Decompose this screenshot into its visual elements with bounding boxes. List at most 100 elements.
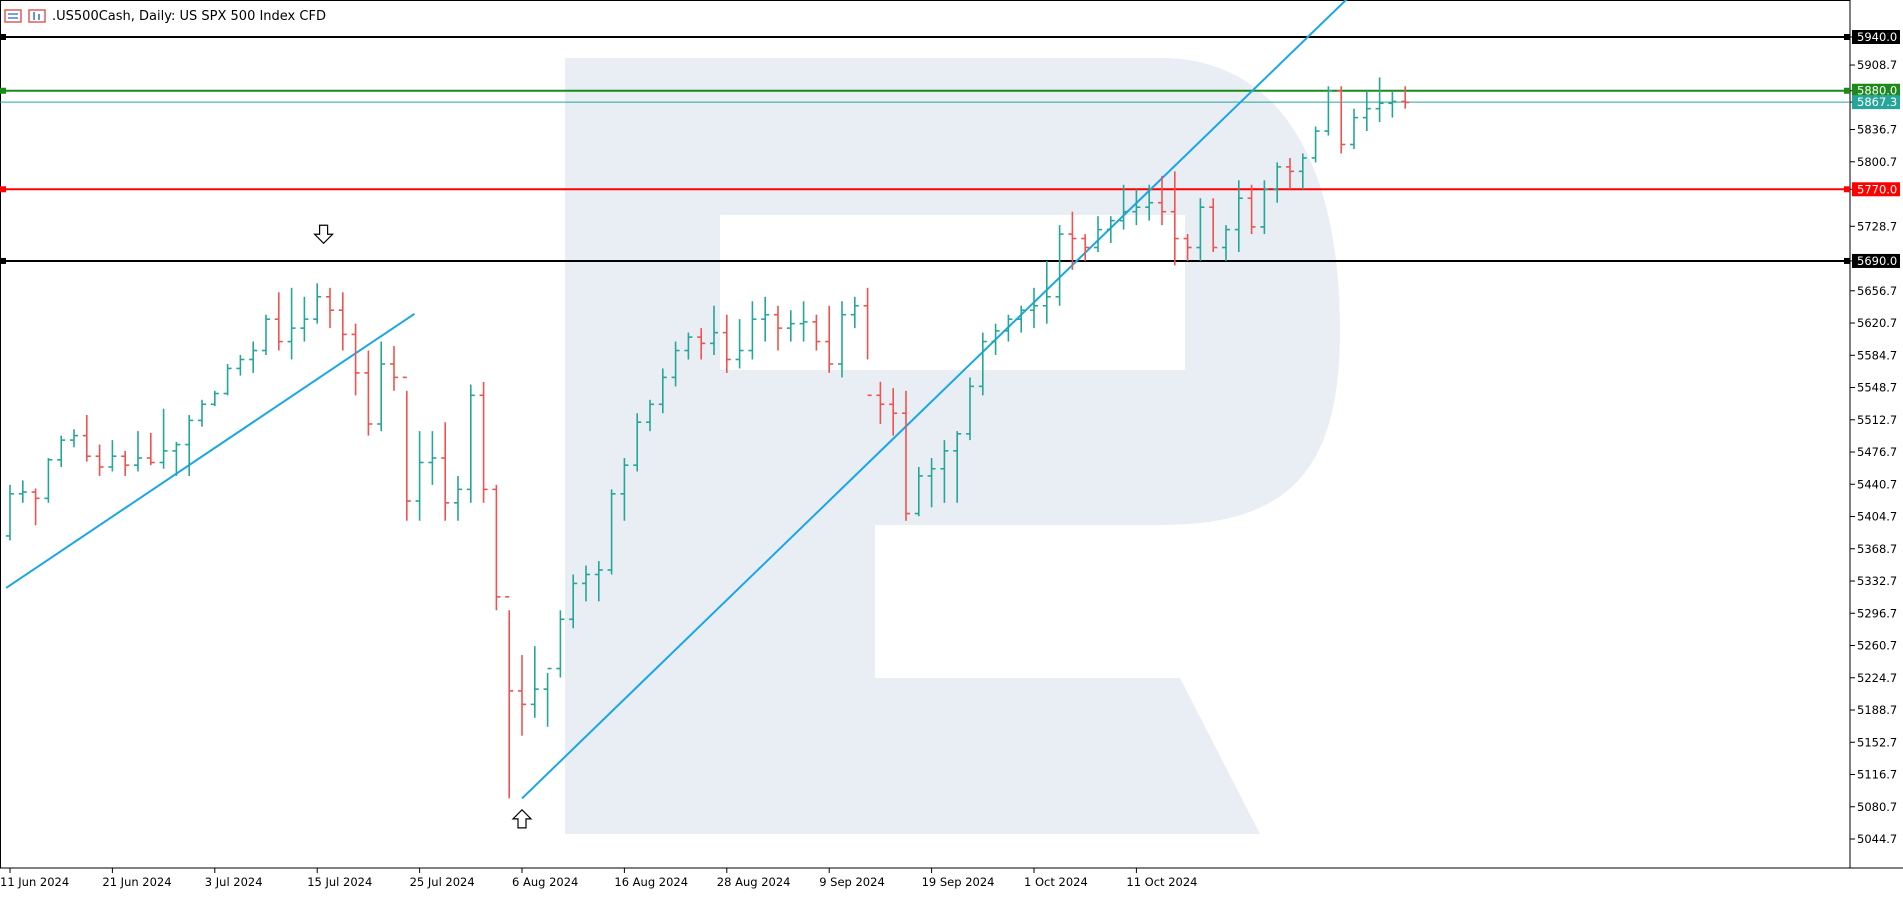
y-tick-label: 5880.0 [1857,84,1897,98]
ohlc-bar [1234,180,1243,252]
resistance-upper-handle-right[interactable] [1844,34,1850,40]
ohlc-bar [351,323,360,396]
ohlc-bar [1324,86,1333,136]
ohlc-bar [633,413,642,472]
ohlc-bar [966,377,974,441]
ohlc-bar [1388,90,1397,118]
ohlc-bar [402,376,411,521]
ohlc-bar [466,384,475,503]
y-tick-label: 5404.7 [1857,510,1897,524]
ohlc-bar [748,301,757,360]
ohlc-bar [95,444,104,476]
ohlc-bar [1145,184,1154,221]
y-tick-label: 5800.7 [1857,155,1897,169]
ohlc-bar [262,314,270,356]
ohlc-bar [646,399,654,432]
support-handle-right[interactable] [1844,257,1850,264]
ohlc-bar [1209,198,1218,252]
ohlc-bar [940,440,949,503]
y-tick-label: 5620.7 [1857,316,1897,330]
ohlc-bar [364,350,373,436]
symbol-title: .US500Cash, Daily: US SPX 500 Index CFD [52,8,326,24]
y-tick-label: 5548.7 [1857,381,1897,395]
resistance-upper-handle-left[interactable] [0,34,6,40]
ohlc-bar [82,415,91,462]
ohlc-bar [1106,216,1115,244]
key-level-handle-right[interactable] [1844,186,1850,193]
rising-trendline-1[interactable] [5,312,416,589]
ohlc-bar [671,341,680,387]
y-tick-label: 5152.7 [1857,735,1897,749]
ohlc-bar [530,646,539,718]
y-tick-label: 5332.7 [1857,574,1897,588]
ohlc-bar [1298,153,1307,190]
rising-trendline-2[interactable] [521,0,1354,800]
y-tick-label: 5260.7 [1857,639,1897,653]
x-tick-label: 11 Oct 2024 [1126,875,1197,889]
ohlc-bar [479,381,488,503]
ohlc-bar [223,363,232,396]
ohlc-bar [1273,162,1282,203]
ohlc-bar [722,314,731,373]
y-tick-label: 5296.7 [1857,606,1897,620]
ohlc-bar [1119,184,1128,230]
target-handle-right[interactable] [1844,87,1850,94]
ohlc-bar [415,431,424,521]
target-handle-left[interactable] [0,87,6,94]
ohlc-bar [1350,108,1358,149]
ohlc-bar [121,450,130,476]
y-tick-label: 5690.0 [1857,254,1897,268]
ohlc-bar [31,488,40,526]
x-tick-label: 16 Aug 2024 [614,875,688,889]
x-tick-label: 28 Aug 2024 [717,875,791,889]
ohlc-bar [57,435,66,467]
y-tick-label: 5044.7 [1857,832,1897,846]
ohlc-bar [582,565,590,602]
chart-list-icon[interactable] [4,9,22,23]
y-tick-label: 5908.7 [1857,58,1897,72]
chart-bars-icon[interactable] [28,9,46,23]
ohlc-bar [1081,234,1090,261]
ohlc-bar [1068,211,1077,270]
ohlc-bar [799,301,808,342]
key-level-handle-left[interactable] [0,186,6,193]
ohlc-bar [1311,126,1320,163]
ohlc-bar [710,305,718,356]
ohlc-bar [249,341,258,373]
ohlc-bar [1286,157,1294,190]
ohlc-bar [1401,86,1410,109]
ohlc-bar [889,388,898,436]
ohlc-bar [902,390,910,521]
ohlc-bar [978,332,987,396]
ohlc-bar [338,292,347,351]
ohlc-bar [198,399,206,427]
ohlc-bar [850,296,859,329]
ohlc-bar [44,458,53,503]
chart-header: .US500Cash, Daily: US SPX 500 Index CFD [4,6,326,26]
ohlc-bar [287,287,296,360]
y-tick-label: 5836.7 [1857,123,1897,137]
ohlc-bar [1222,225,1230,261]
ohlc-bar [1132,189,1141,226]
ohlc-bar [1260,180,1269,235]
x-tick-label: 1 Oct 2024 [1024,875,1088,889]
ohlc-bar [620,458,629,521]
ohlc-bar [185,415,194,476]
support-handle-left[interactable] [0,257,6,264]
ohlc-bar [1158,175,1166,226]
ohlc-bar [326,287,334,329]
ohlc-bar [313,283,322,324]
y-tick-label: 5440.7 [1857,477,1897,491]
ohlc-bar [159,408,168,469]
x-tick-label: 25 Jul 2024 [410,875,475,889]
y-tick-label: 5188.7 [1857,703,1897,717]
x-tick-label: 19 Sep 2024 [922,875,995,889]
ohlc-bar [108,440,117,472]
ohlc-bar [684,332,693,360]
ohlc-bar [134,431,142,472]
ohlc-bar [18,480,27,503]
down-arrow-marker [313,224,335,245]
y-label-box [1852,83,1900,98]
ohlc-bar [454,475,462,521]
